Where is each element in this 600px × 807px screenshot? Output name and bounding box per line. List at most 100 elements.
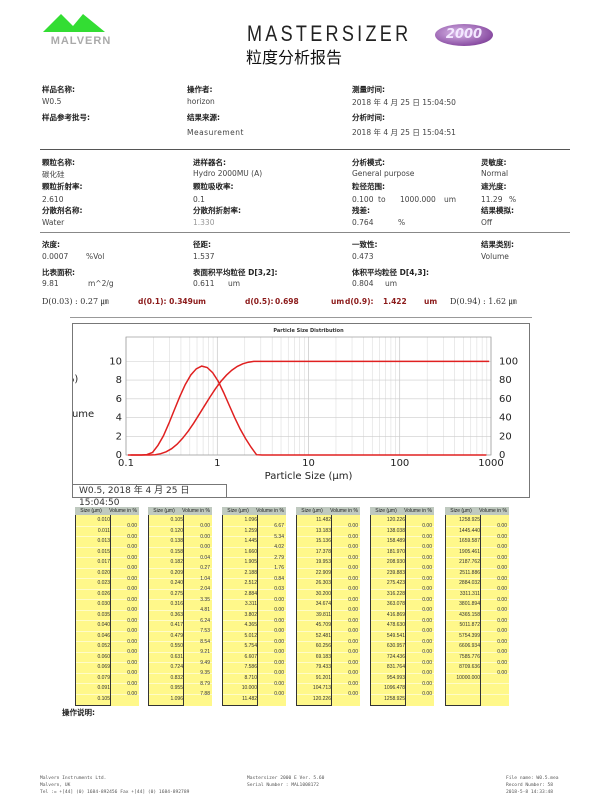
row-divider <box>296 620 360 621</box>
size-cell: 2.188 <box>244 569 257 576</box>
row-divider <box>75 662 139 663</box>
size-cell: 2187.762 <box>459 559 480 565</box>
row-divider <box>296 630 360 632</box>
d43-unit: um <box>385 279 398 288</box>
volume-header: Volume in % <box>404 508 432 514</box>
size-cell: 0.417 <box>170 622 183 628</box>
residual-label: 残差: <box>352 206 370 215</box>
volume-cell: 0.00 <box>422 607 432 614</box>
table-header: Size (µm) Volume in % <box>148 507 212 515</box>
size-cell: 0.035 <box>97 611 110 618</box>
row-divider <box>222 536 286 537</box>
volume-cell: 0.00 <box>274 659 284 666</box>
units: Volume <box>481 252 509 261</box>
volume-cell: 4.81 <box>200 607 210 614</box>
volume-cell: 0.00 <box>127 575 137 582</box>
row-divider <box>370 546 434 548</box>
d09-unit: um <box>424 297 438 306</box>
volume-cell: 0.00 <box>497 565 507 572</box>
volume-cell: 6.24 <box>200 617 210 624</box>
volume-cell: 0.00 <box>274 680 284 687</box>
analysed-time: 2018 年 4 月 25 日 15:04:51 <box>352 128 456 137</box>
residual-unit: % <box>398 218 406 227</box>
size-cell: 954.993 <box>386 674 405 681</box>
y-left-tick-label: 8 <box>116 375 122 386</box>
row-divider <box>296 662 360 663</box>
volume-cell: 0.00 <box>497 544 507 551</box>
size-cell: 478.630 <box>386 622 405 628</box>
size-cell: 3.311 <box>244 601 257 607</box>
row-divider <box>445 567 509 569</box>
volume-cell: 0.00 <box>348 659 358 666</box>
size-cell: 1.096 <box>244 517 257 523</box>
absorption-label: 颗粒吸收率: <box>193 182 234 191</box>
range-label: 粒径范围: <box>352 182 385 191</box>
volume-cell: 0.00 <box>348 596 358 603</box>
size-cell: 1.905 <box>244 559 257 565</box>
size-column <box>75 515 111 706</box>
size-cell: 2884.032 <box>459 580 480 586</box>
size-cell: 0.631 <box>170 653 183 660</box>
size-cell: 22.909 <box>315 569 331 576</box>
volume-cell: 7.53 <box>200 628 210 635</box>
d01: d(0.1): 0.349um <box>138 297 206 306</box>
sample-name: W0.5 <box>42 97 62 106</box>
row-divider <box>296 693 360 695</box>
x-tick-label: 100 <box>390 458 409 469</box>
volume-cell: 0.00 <box>348 565 358 572</box>
row-divider <box>148 567 212 569</box>
volume-cell: 0.00 <box>127 659 137 666</box>
y-axis-label: (%) <box>73 374 78 385</box>
table-body: 0.010 0.011 0.013 0.015 0.017 0.020 0.023 0.026… <box>75 515 139 706</box>
size-table: Size (µm) Volume in % 1258.925 1445.440 165… <box>445 507 509 706</box>
frequency-curve <box>130 365 487 456</box>
volume-cell: 0.00 <box>127 565 137 572</box>
footer-line: Malvern, UK <box>40 783 71 788</box>
row-divider <box>370 620 434 621</box>
volume-cell: 0.00 <box>422 680 432 687</box>
volume-cell: 0.00 <box>348 554 358 561</box>
obscuration-label: 遮光度: <box>481 182 507 191</box>
row-divider <box>445 557 509 558</box>
row-divider <box>445 672 509 674</box>
volume-cell: 9.49 <box>200 659 210 666</box>
size-cell: 275.423 <box>386 580 405 586</box>
volume-cell: 0.00 <box>497 523 507 530</box>
volume-cell: 0.00 <box>497 670 507 677</box>
volume-cell: 0.00 <box>127 533 137 540</box>
size-cell: 0.030 <box>97 601 110 607</box>
row-divider <box>445 630 509 632</box>
volume-cell: 0.00 <box>497 596 507 603</box>
volume-cell: 4.02 <box>274 544 284 551</box>
table-body: 11.482 13.183 15.136 17.378 19.953 22.909 26.3… <box>296 515 360 706</box>
particle-name-label: 颗粒名称: <box>42 158 75 167</box>
divider <box>70 317 532 318</box>
emulation-label: 结果模拟: <box>481 206 514 215</box>
accessory-label: 进样器名: <box>193 158 226 167</box>
size-cell: 0.079 <box>97 674 110 681</box>
size-cell: 45.709 <box>315 622 331 628</box>
measured-time: 2018 年 4 月 25 日 15:04:50 <box>352 98 456 107</box>
row-divider <box>296 567 360 569</box>
size-header: Size (µm) <box>375 508 397 514</box>
row-divider <box>148 693 212 695</box>
sensitivity: Normal <box>481 169 509 178</box>
size-cell: 0.046 <box>97 632 110 639</box>
size-column <box>148 515 184 706</box>
volume-cell: 0.04 <box>200 554 210 561</box>
row-divider <box>370 599 434 600</box>
size-cell: 104.713 <box>312 685 331 691</box>
size-cell: 0.275 <box>170 590 183 597</box>
size-cell: 0.724 <box>170 664 183 670</box>
size-cell: 91.201 <box>315 674 331 681</box>
volume-cell: 0.00 <box>497 628 507 635</box>
row-divider <box>370 651 434 653</box>
volume-cell: 0.00 <box>127 607 137 614</box>
size-table: Size (µm) Volume in % 0.010 0.011 0.013 0.01… <box>75 507 139 706</box>
volume-cell: 0.00 <box>422 649 432 656</box>
row-divider <box>222 525 286 527</box>
x-tick-label: 1000 <box>478 458 503 469</box>
page-title: 粒度分析报告 <box>246 48 343 67</box>
d43: 0.804 <box>352 279 374 288</box>
range-unit: um <box>444 195 457 204</box>
